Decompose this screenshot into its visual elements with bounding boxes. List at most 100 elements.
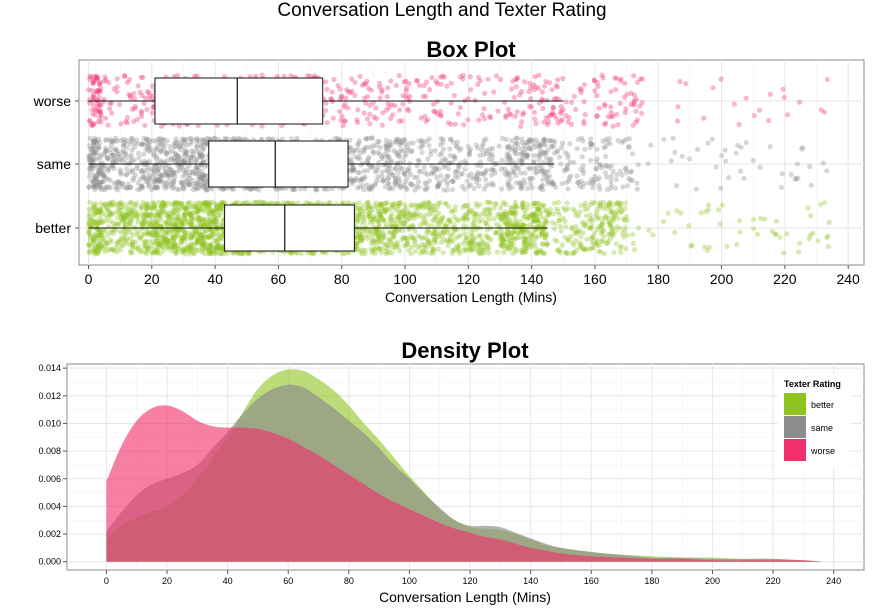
same-point [194,136,200,143]
same-point [450,178,456,185]
same-point [199,154,205,161]
worse-point [511,94,517,101]
better-point [143,212,149,218]
same-point [139,184,145,190]
better-point [185,248,191,254]
same-point [426,178,433,184]
same-point [578,178,584,184]
same-point [200,179,207,185]
same-point [373,142,379,149]
better-point [485,246,491,252]
worse-point [146,90,152,96]
same-point [541,172,547,178]
better-point [95,246,101,252]
better-point [354,240,360,246]
worse-point [385,101,391,107]
better-point [359,247,365,253]
worse-point [513,84,519,90]
better-point [188,247,194,254]
better-point [102,243,108,249]
same-point [741,175,747,181]
same-point [506,154,513,160]
better-point [169,244,175,251]
better-point [99,235,105,241]
worse-point [541,119,547,125]
better-point [145,201,151,207]
same-point [566,178,572,184]
same-point [547,156,553,162]
same-point [408,171,414,177]
same-point [160,173,166,179]
better-point [120,217,126,223]
same-point [645,161,651,167]
same-point [808,182,814,188]
better-point [544,242,550,248]
worse-point [594,113,600,119]
better-point [172,244,178,250]
better-point [218,204,224,210]
better-point [140,199,146,205]
same-point [97,139,103,145]
same-point [129,147,135,153]
same-point [534,169,540,175]
same-point [512,142,518,148]
better-point [179,236,185,242]
better-point [195,215,201,221]
same-point [539,183,545,189]
same-point [235,135,241,141]
better-point [118,212,124,218]
same-point [87,169,93,175]
same-point [162,165,169,171]
same-point [575,180,581,186]
better-point [218,247,224,253]
worse-point [92,74,98,80]
same-point [648,142,654,148]
better-point [144,224,151,230]
worse-point [363,100,369,106]
better-point [212,216,218,222]
better-point [182,229,188,235]
better-point [376,209,383,215]
better-point [182,212,188,218]
better-point [99,210,105,216]
same-point [608,173,615,179]
same-point [589,176,595,182]
same-point [270,136,276,142]
same-point [627,177,634,183]
same-point [386,181,392,187]
better-point [218,244,224,250]
worse-point [540,105,546,112]
better-point [454,216,460,223]
same-point [722,147,728,153]
worse-point [116,101,123,108]
better-point [138,248,144,254]
worse-point [132,106,138,112]
worse-point [405,96,411,102]
same-point [428,171,434,177]
same-point [478,163,484,169]
same-point [114,179,120,185]
same-point [458,145,464,151]
same-point [372,182,378,188]
same-point [454,143,460,149]
same-point [181,137,187,143]
same-point [363,136,369,142]
same-point [505,152,511,158]
same-point [505,144,511,150]
same-point [474,176,480,182]
better-point [116,221,122,227]
same-point [95,168,102,174]
better-point [426,207,432,213]
same-point [365,160,371,166]
same-point [147,149,153,155]
same-point [548,156,554,162]
worse-point [367,102,373,108]
better-point [99,217,105,223]
worse-point [329,89,335,95]
same-point [361,149,367,155]
worse-point [531,87,537,93]
worse-point [126,76,132,83]
same-point [225,136,231,142]
worse-point [342,118,348,124]
same-point [383,137,389,143]
